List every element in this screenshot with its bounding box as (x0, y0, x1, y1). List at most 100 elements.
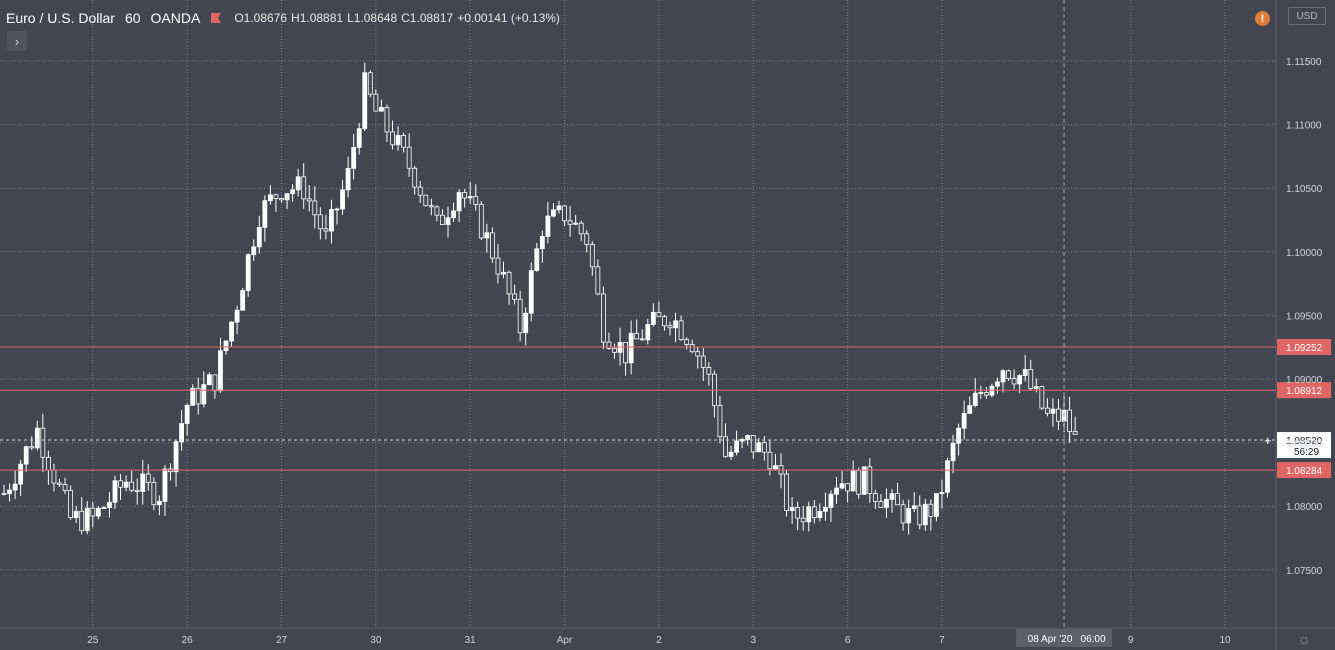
candle (595, 259, 601, 296)
candle-body (90, 507, 96, 517)
candle-body (95, 507, 101, 517)
candle (717, 396, 723, 444)
candle-body (156, 501, 162, 506)
candle-body (134, 489, 140, 492)
candle (867, 458, 873, 503)
candle (978, 385, 984, 399)
candle (306, 184, 312, 212)
candle (767, 440, 773, 476)
candle (240, 288, 246, 311)
interval-label[interactable]: 60 (124, 10, 141, 26)
settings-icon[interactable]: ☼ (1297, 631, 1311, 648)
candle (406, 133, 412, 177)
candle-body (906, 508, 912, 524)
candle-body (745, 435, 751, 440)
candle (800, 505, 806, 531)
candle-body (478, 203, 484, 239)
candle (279, 197, 284, 203)
candle-body (345, 168, 351, 191)
candle (351, 133, 357, 180)
candle (601, 286, 606, 350)
candle-body (795, 507, 801, 519)
candle-body (173, 441, 179, 473)
candle-body (1056, 408, 1061, 422)
candle (362, 62, 368, 132)
candle (528, 262, 534, 322)
candle-body (467, 196, 473, 199)
candle (229, 321, 234, 347)
candle-body (789, 507, 795, 512)
candle-body (628, 332, 634, 364)
candle-body (317, 214, 323, 230)
candle (251, 239, 257, 262)
candle-body (290, 189, 296, 195)
candle-body (145, 473, 151, 483)
candle (495, 244, 501, 284)
candle-body (512, 293, 517, 300)
candle (895, 482, 900, 506)
candle-body (645, 324, 651, 341)
currency-button[interactable]: USD (1288, 7, 1326, 25)
low-value: L1.08648 (347, 11, 398, 25)
x-tick-label: 3 (750, 635, 756, 646)
candle-body (340, 189, 345, 210)
candle-body (29, 446, 35, 449)
candle (784, 469, 789, 517)
expand-legend-button[interactable]: › (7, 31, 27, 51)
candle-body (589, 244, 595, 268)
candle (706, 361, 712, 386)
candle-body (545, 215, 551, 237)
candle (40, 413, 46, 473)
candle-body (623, 342, 628, 364)
candle-body (12, 483, 18, 491)
candle (839, 470, 845, 490)
candle (262, 195, 268, 242)
candle-body (995, 381, 1000, 387)
warning-icon[interactable]: ! (1255, 11, 1270, 26)
level-label-bg (1277, 462, 1331, 479)
y-tick-label: 1.10000 (1286, 248, 1323, 259)
candle (134, 478, 140, 505)
candle-body (489, 232, 495, 259)
candle-body (62, 484, 68, 491)
candle (961, 400, 967, 440)
candle (817, 503, 823, 522)
candle-body (595, 266, 601, 295)
candle-body (911, 505, 917, 509)
candle-body (945, 460, 950, 493)
x-tick-label: 30 (370, 635, 382, 646)
candle-body (695, 351, 701, 357)
candle (62, 477, 68, 495)
candle-body (972, 392, 978, 406)
candle-body (351, 146, 357, 169)
candle-body (961, 412, 967, 429)
candle (700, 348, 706, 381)
candle (18, 459, 24, 496)
candle-body (850, 470, 856, 492)
candle-body (57, 482, 62, 485)
x-tick-label: 10 (1219, 635, 1231, 646)
candle-body (1039, 386, 1045, 409)
candle (417, 180, 423, 203)
candle (107, 491, 112, 518)
candle-body (323, 228, 329, 232)
symbol-name[interactable]: Euro / U.S. Dollar (6, 10, 115, 26)
candle-body (811, 506, 817, 519)
candle (57, 478, 62, 488)
candle (922, 499, 928, 531)
candle (1072, 416, 1078, 435)
y-tick-label: 1.09000 (1286, 375, 1323, 386)
y-tick-label: 1.09500 (1286, 311, 1323, 322)
candle-body (767, 451, 773, 470)
candle-body (417, 186, 423, 196)
candle (928, 499, 934, 531)
add-alert-icon[interactable]: + (1264, 433, 1272, 448)
candle-body (950, 442, 956, 462)
candle-body (445, 217, 451, 225)
candle-body (329, 209, 334, 232)
candle (739, 437, 745, 449)
candle (23, 445, 29, 472)
candle (440, 209, 445, 226)
candle (168, 463, 173, 481)
